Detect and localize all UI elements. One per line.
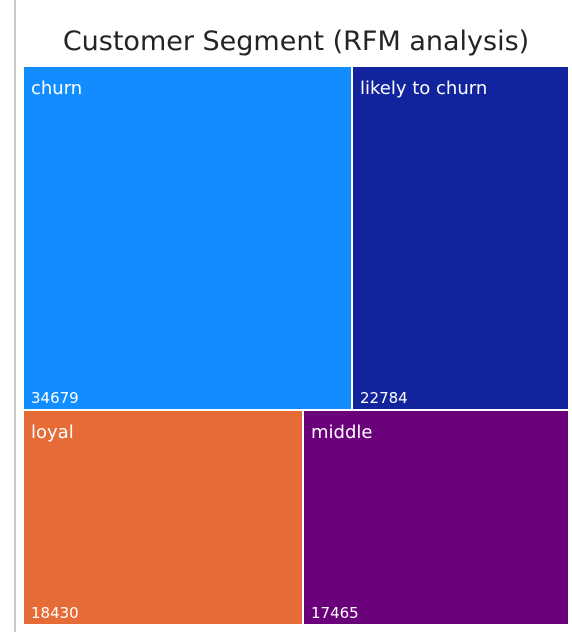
treemap-rect-loyal[interactable] (24, 411, 302, 624)
treemap-value-churn: 34679 (31, 389, 79, 407)
treemap-value-middle: 17465 (311, 604, 359, 622)
treemap-label-loyal: loyal (31, 422, 74, 443)
treemap-tile-middle[interactable]: middle 17465 (304, 411, 568, 624)
treemap-value-loyal: 18430 (31, 604, 79, 622)
treemap-label-churn: churn (31, 78, 82, 99)
treemap-value-likely-to-churn: 22784 (360, 389, 408, 407)
panel-left-border (14, 0, 16, 632)
treemap-label-middle: middle (311, 422, 372, 443)
treemap-label-likely-to-churn: likely to churn (360, 78, 487, 99)
treemap-tile-loyal[interactable]: loyal 18430 (24, 411, 302, 624)
treemap-tile-churn[interactable]: churn 34679 (24, 67, 351, 409)
treemap-tile-likely-to-churn[interactable]: likely to churn 22784 (353, 67, 568, 409)
treemap-rect-churn[interactable] (24, 67, 351, 409)
treemap-svg: churn 34679 likely to churn 22784 loyal 18430… (24, 67, 568, 624)
treemap-rect-middle[interactable] (304, 411, 568, 624)
chart-title: Customer Segment (RFM analysis) (62, 26, 530, 57)
treemap-chart: churn 34679 likely to churn 22784 loyal 18430… (24, 67, 568, 624)
treemap-rect-likely-to-churn[interactable] (353, 67, 568, 409)
